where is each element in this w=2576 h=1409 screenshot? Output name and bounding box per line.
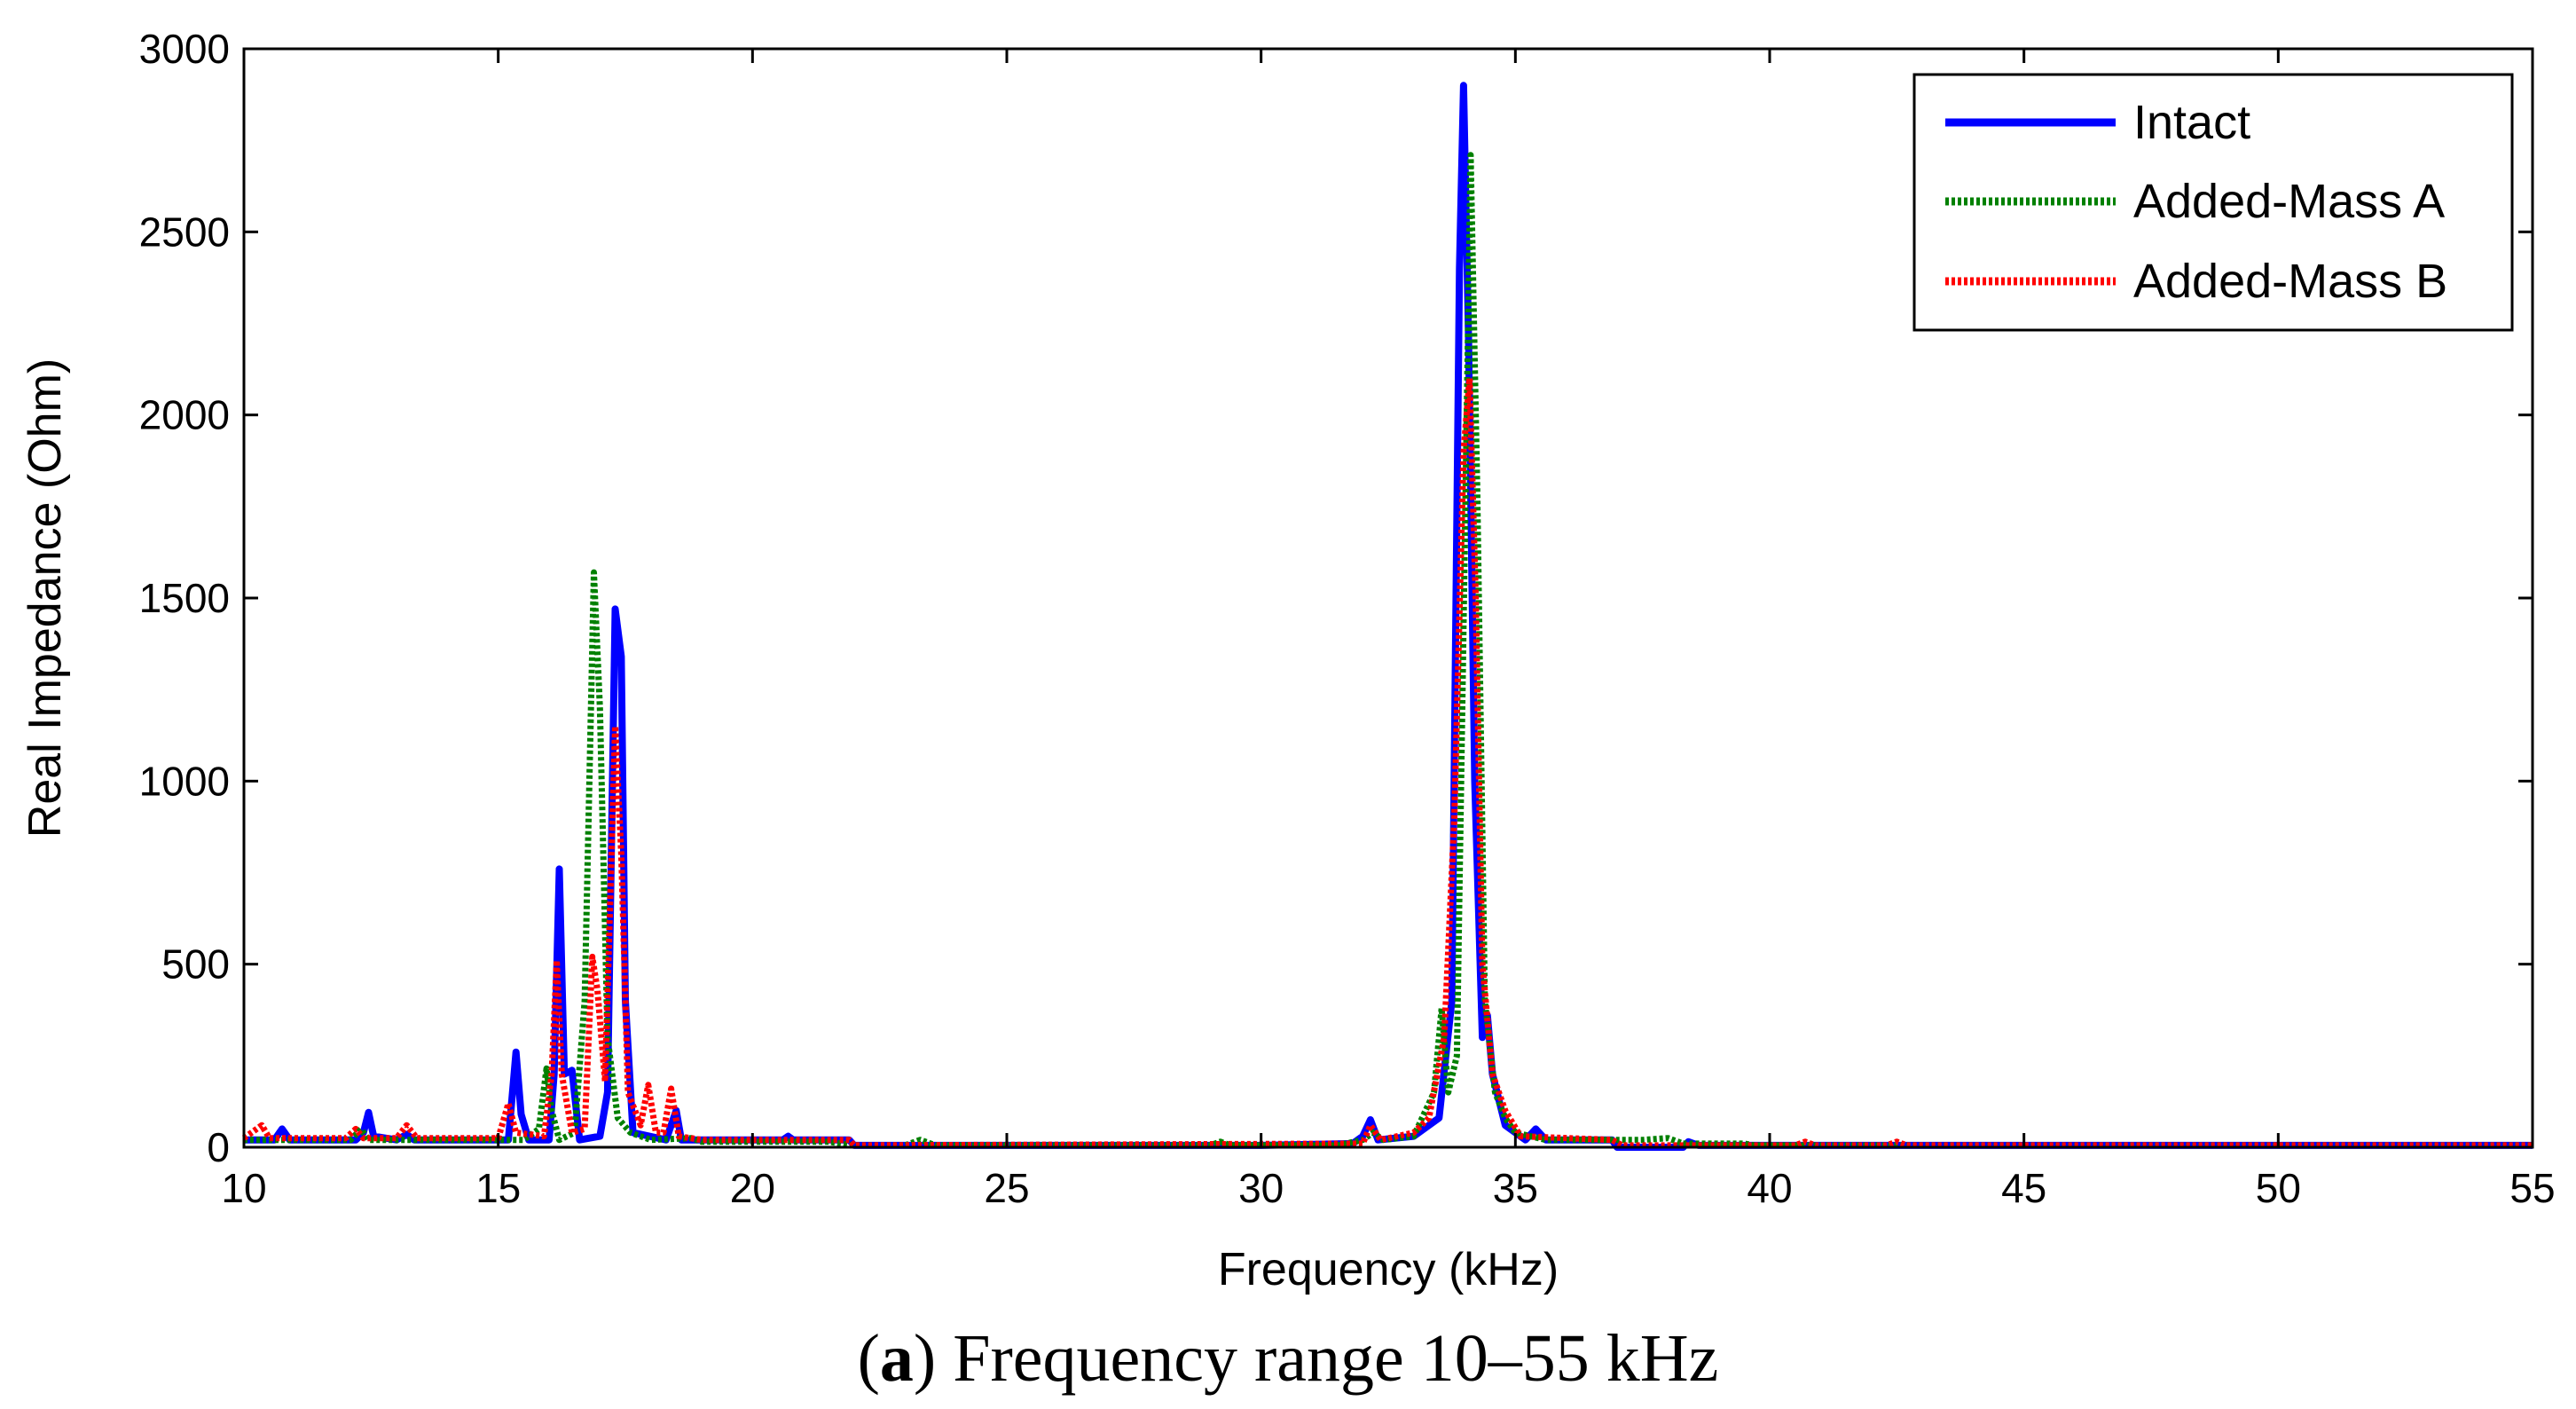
legend-label-intact: Intact xyxy=(2133,96,2250,149)
y-tick-label: 3000 xyxy=(139,26,230,72)
y-axis-title: Real Impedance (Ohm) xyxy=(20,358,71,838)
y-tick-label: 0 xyxy=(207,1124,230,1170)
x-tick-label: 10 xyxy=(221,1165,266,1211)
legend-label-added-mass-a: Added-Mass A xyxy=(2133,175,2445,228)
x-tick-label: 45 xyxy=(2001,1165,2046,1211)
x-tick-label: 20 xyxy=(730,1165,775,1211)
caption-label: a xyxy=(879,1321,914,1396)
caption-text: ) Frequency range 10–55 kHz xyxy=(913,1321,1719,1396)
x-tick-label: 35 xyxy=(1493,1165,1538,1211)
y-tick-label: 500 xyxy=(161,941,230,988)
series-line-added-mass-b xyxy=(241,374,2533,1149)
y-tick-label: 2000 xyxy=(139,392,230,438)
x-tick-label: 40 xyxy=(1747,1165,1792,1211)
x-tick-label: 55 xyxy=(2509,1165,2555,1211)
figure-caption: (a) Frequency range 10–55 kHz xyxy=(857,1321,1719,1396)
x-tick-label: 15 xyxy=(475,1165,521,1211)
y-tick-label: 1500 xyxy=(139,575,230,621)
y-tick-label: 2500 xyxy=(139,209,230,255)
x-tick-label: 50 xyxy=(2256,1165,2301,1211)
y-tick-label: 1000 xyxy=(139,758,230,804)
legend-label-added-mass-b: Added-Mass B xyxy=(2133,255,2447,308)
x-tick-label: 25 xyxy=(984,1165,1029,1211)
x-axis-title: Frequency (kHz) xyxy=(1218,1244,1559,1295)
series-layer xyxy=(241,82,2533,1151)
legend: Intact Added-Mass A Added-Mass B xyxy=(1912,73,2514,332)
x-tick-label: 30 xyxy=(1238,1165,1284,1211)
series-line-added-mass-a xyxy=(244,152,2533,1149)
